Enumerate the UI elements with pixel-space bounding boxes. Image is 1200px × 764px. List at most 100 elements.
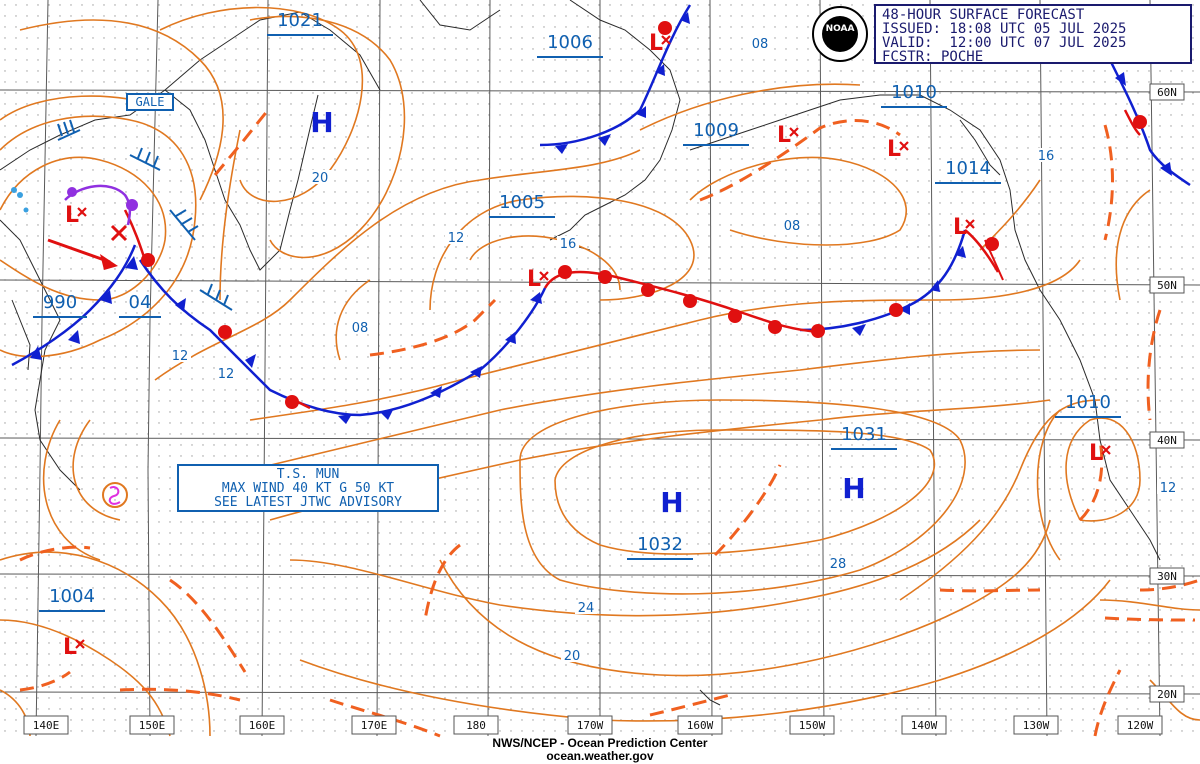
low-letter: L xyxy=(1089,441,1103,466)
lon-label-text: 140E xyxy=(33,719,60,732)
contour-value: 08 xyxy=(784,219,801,234)
contour-value: 12 xyxy=(172,349,189,364)
forecast-title: 48-HOUR SURFACE FORECAST xyxy=(882,7,1085,23)
lon-label-text: 130W xyxy=(1023,719,1050,732)
low-letter: L xyxy=(953,215,967,240)
low-x-mark xyxy=(75,639,85,649)
lon-label: 170E xyxy=(351,715,397,735)
low-center: L xyxy=(953,215,975,240)
pressure-value: 1005 xyxy=(499,192,545,213)
longitude-labels: 140E 150E 160E 170E 180 170W 160W 150W 140W 130W 1… xyxy=(23,715,1163,735)
noaa-logo: NOAA xyxy=(812,6,868,62)
contour-value: 12 xyxy=(218,367,235,382)
contour-value: 08 xyxy=(352,321,369,336)
contour-value: 24 xyxy=(578,601,595,616)
lon-label-text: 160W xyxy=(687,719,714,732)
pressure-label: 1006 xyxy=(537,32,603,58)
noaa-logo-text: NOAA xyxy=(825,24,855,34)
lon-label-text: 160E xyxy=(249,719,276,732)
low-center: L xyxy=(63,635,85,660)
lat-label: 20N xyxy=(1149,685,1185,703)
low-pressure-centers: L L L L L L L L xyxy=(63,31,1111,660)
pressure-label: 04 xyxy=(119,292,161,318)
low-x-mark xyxy=(1101,445,1111,455)
lat-label-text: 60N xyxy=(1157,86,1177,99)
valid-time: VALID: 12:00 UTC 07 JUL 2025 xyxy=(882,35,1127,51)
pressure-value: 1004 xyxy=(49,586,95,607)
pressure-value: 1010 xyxy=(1065,392,1111,413)
storm-motion-arrow xyxy=(47,224,128,270)
high-pressure-centers: H H H xyxy=(310,106,865,519)
pressure-value: 1031 xyxy=(841,424,887,445)
low-center: L xyxy=(887,137,909,162)
lon-label: 120W xyxy=(1117,715,1163,735)
lon-label-text: 140W xyxy=(911,719,938,732)
lon-label-text: 150W xyxy=(799,719,826,732)
contour-value: 28 xyxy=(830,557,847,572)
noaa-logo-emblem xyxy=(822,16,858,52)
low-center: L xyxy=(777,123,799,148)
low-x-mark xyxy=(789,127,799,137)
lon-label: 140W xyxy=(901,715,947,735)
lat-label-text: 40N xyxy=(1157,434,1177,447)
contour-labels: 08 20 12 16 08 12 16 08 12 24 28 20 12 xyxy=(169,36,1179,664)
low-x-mark xyxy=(539,271,549,281)
pressure-value: 1021 xyxy=(277,10,323,31)
low-letter: L xyxy=(777,123,791,148)
tropical-storm-icon xyxy=(102,482,128,508)
lon-label: 130W xyxy=(1013,715,1059,735)
low-x-mark xyxy=(661,35,671,45)
advisory-note: SEE LATEST JTWC ADVISORY xyxy=(214,495,402,510)
high-center: H xyxy=(310,106,333,139)
advisory-max-wind: MAX WIND 40 KT G 50 KT xyxy=(221,481,395,496)
lat-label: 50N xyxy=(1149,276,1185,294)
lon-label-text: 170E xyxy=(361,719,388,732)
low-letter: L xyxy=(527,267,541,292)
lon-label: 150W xyxy=(789,715,835,735)
lon-label: 150E xyxy=(129,715,175,735)
pressure-labels: 1021 1006 1009 1010 1014 1005 990 04 1031 1032 101… xyxy=(33,10,1121,612)
lat-label: 30N xyxy=(1149,567,1185,585)
pressure-label: 1009 xyxy=(683,120,749,146)
lat-label: 40N xyxy=(1149,431,1185,449)
low-x-mark xyxy=(899,141,909,151)
pressure-label: 1031 xyxy=(831,424,897,450)
footer-website[interactable]: ocean.weather.gov xyxy=(546,749,654,763)
warm-fronts xyxy=(123,21,1147,410)
pressure-label: 1005 xyxy=(489,192,555,218)
contour-value: 16 xyxy=(1038,149,1055,164)
lat-label-text: 30N xyxy=(1157,570,1177,583)
contour-value: 20 xyxy=(564,649,581,664)
forecaster: FCSTR: POCHE xyxy=(882,49,984,65)
low-center: L xyxy=(1089,441,1111,466)
lon-label-text: 120W xyxy=(1127,719,1154,732)
low-x-mark xyxy=(77,207,87,217)
cold-fronts xyxy=(11,4,1191,424)
contour-value: 08 xyxy=(752,37,769,52)
lon-label-text: 180 xyxy=(466,719,486,732)
tropical-storm-advisory: T.S. MUN MAX WIND 40 KT G 50 KT SEE LATE… xyxy=(177,464,439,512)
precipitation-dots xyxy=(11,187,29,213)
gale-warning-label: GALE xyxy=(126,93,174,111)
pressure-value: 1014 xyxy=(945,158,991,179)
lat-label-text: 20N xyxy=(1157,688,1177,701)
footer-organization: NWS/NCEP - Ocean Prediction Center xyxy=(492,736,708,750)
lon-label: 170W xyxy=(567,715,613,735)
lat-label-text: 50N xyxy=(1157,279,1177,292)
pressure-label: 990 xyxy=(33,292,87,318)
contour-value: 16 xyxy=(560,237,577,252)
pressure-label: 1021 xyxy=(267,10,333,36)
pressure-value: 1010 xyxy=(891,82,937,103)
pressure-label: 1010 xyxy=(1055,392,1121,418)
trough-line xyxy=(984,239,1004,281)
lon-label: 160W xyxy=(677,715,723,735)
pressure-label: 1010 xyxy=(881,82,947,108)
lat-label: 60N xyxy=(1149,83,1185,101)
pressure-value: 04 xyxy=(129,292,152,313)
low-letter: L xyxy=(65,203,79,228)
contour-value: 12 xyxy=(1160,481,1177,496)
wind-barbs xyxy=(57,119,233,311)
high-center: H xyxy=(660,486,683,519)
pressure-label: 1004 xyxy=(39,586,105,612)
